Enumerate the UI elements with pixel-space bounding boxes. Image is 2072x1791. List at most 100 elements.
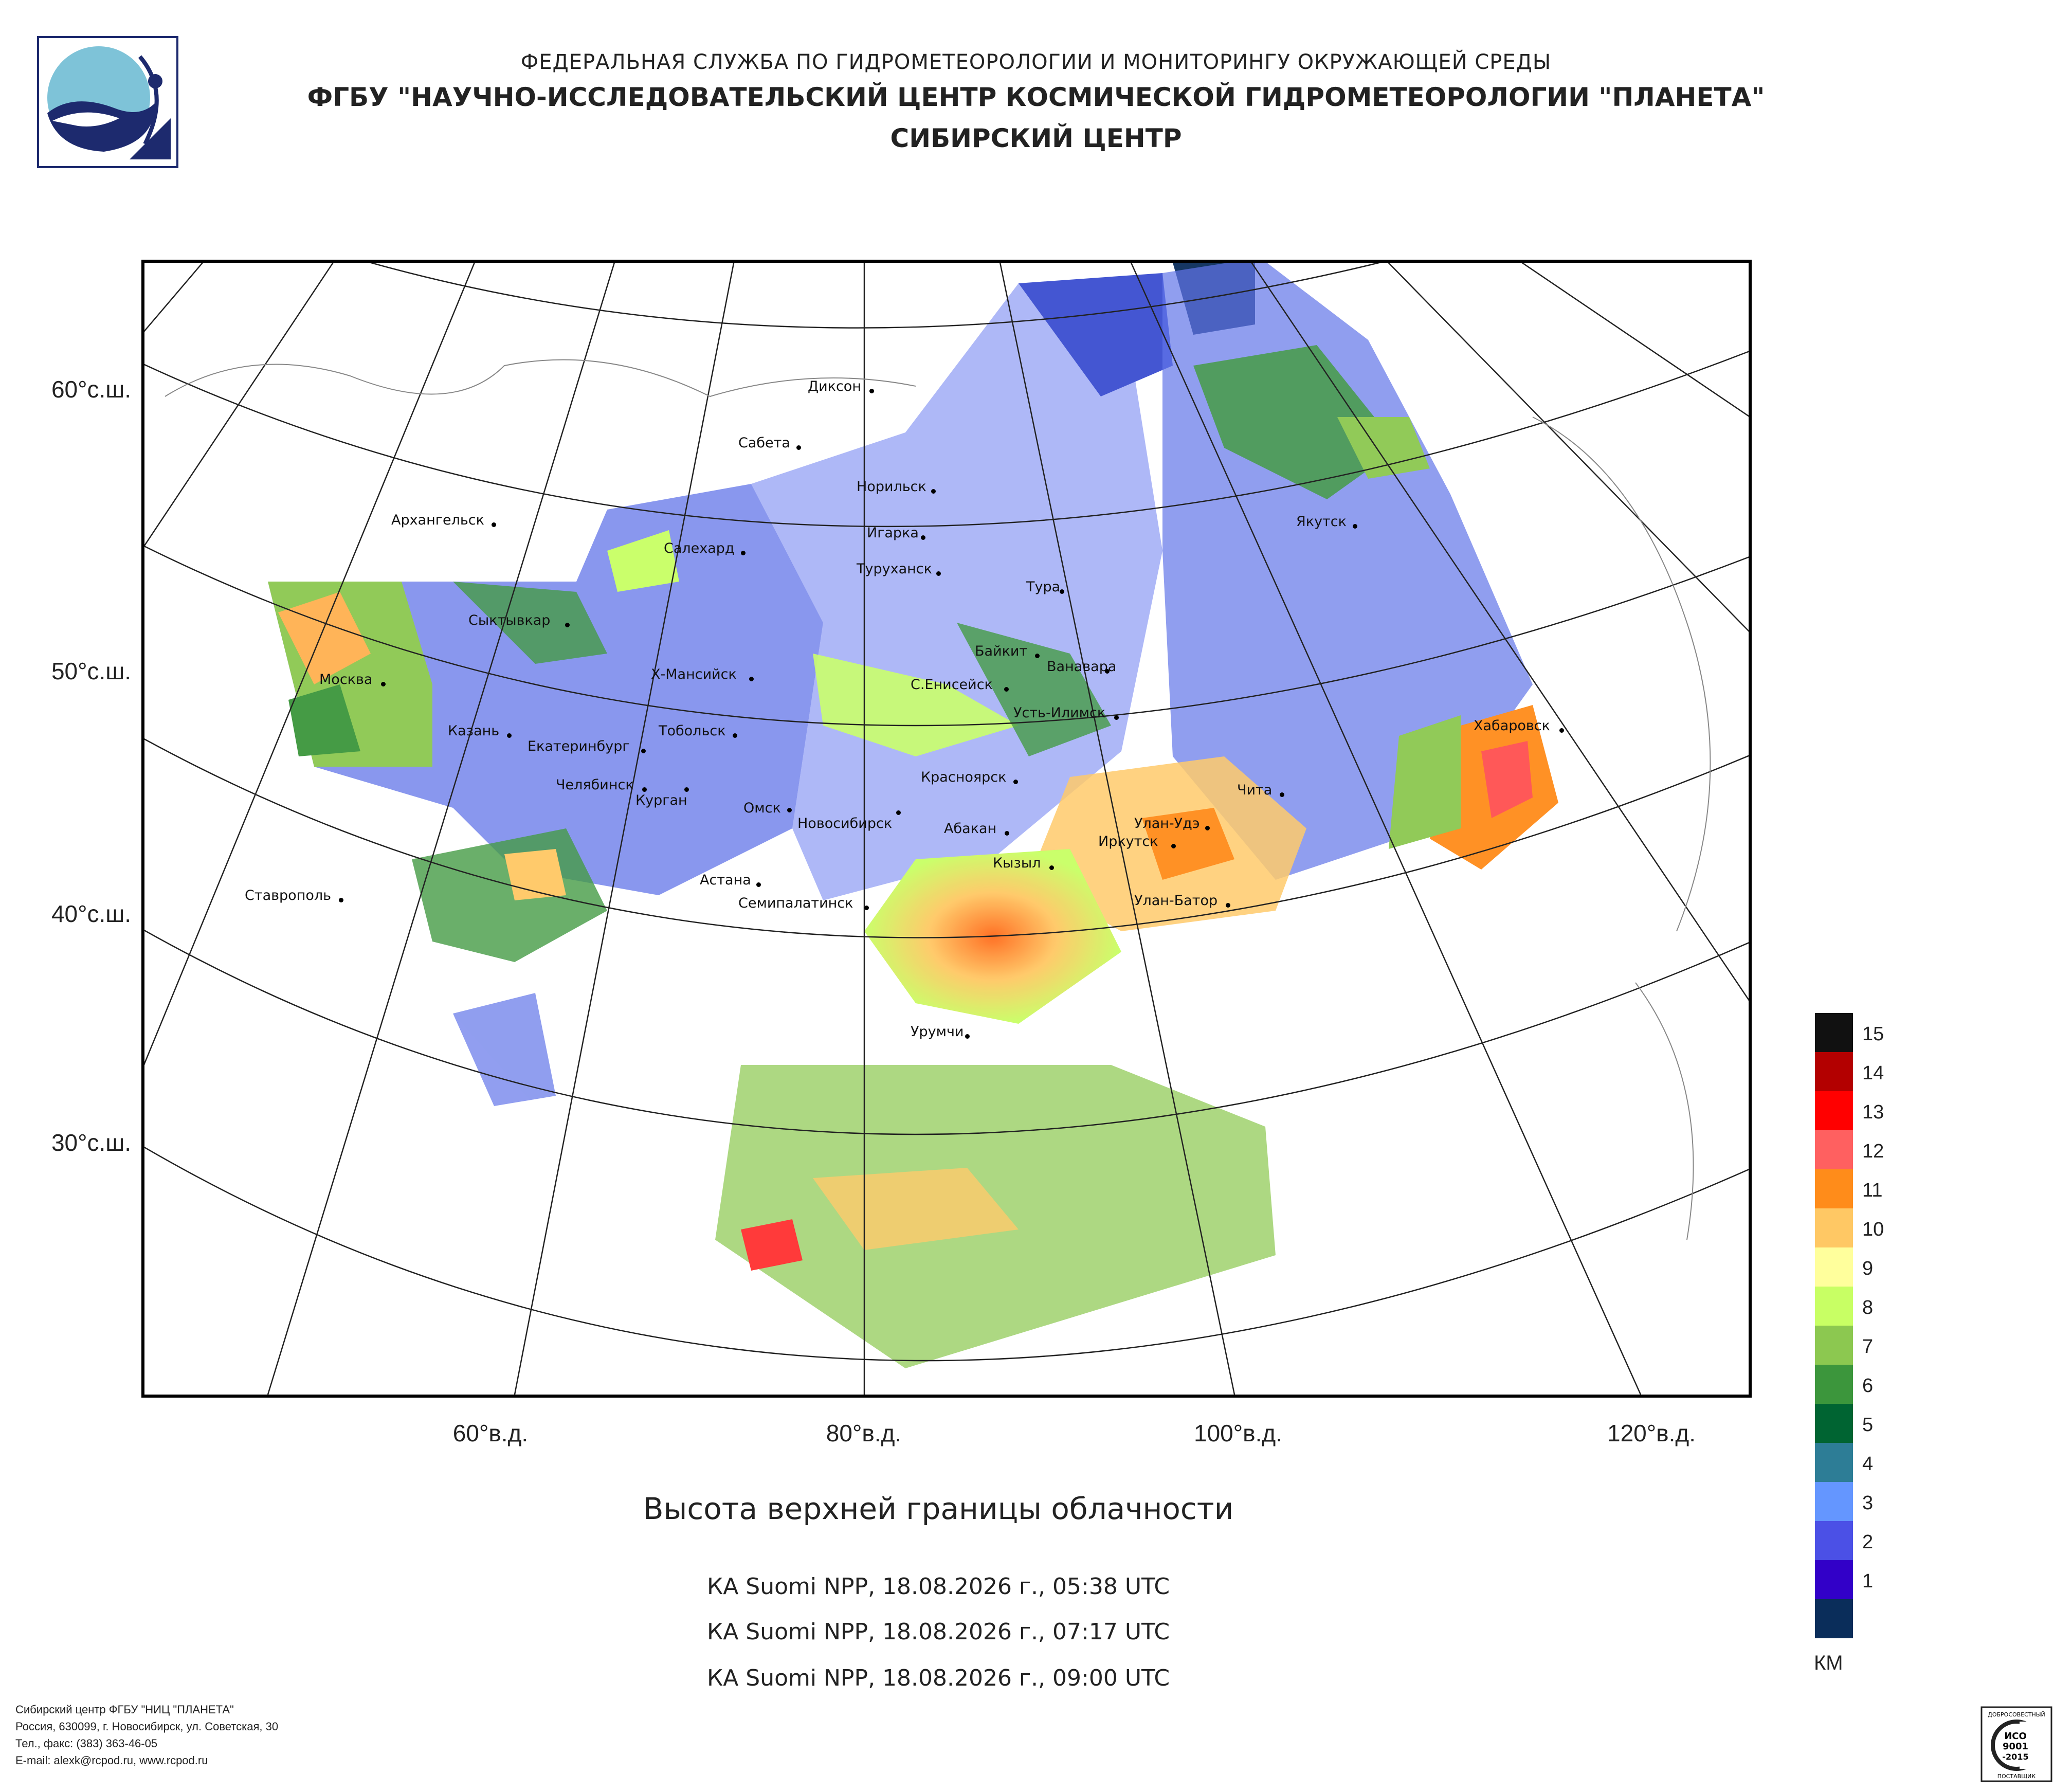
cert-top: ДОБРОСОВЕСТНЫЙ — [1988, 1711, 2045, 1718]
footer-line: Тел., факс: (383) 363-46-05 — [15, 1737, 158, 1750]
legend-value: 7 — [1862, 1336, 1874, 1358]
city-label: Ставрополь — [245, 888, 332, 903]
city-dot — [1353, 524, 1357, 529]
legend-swatch — [1815, 1560, 1853, 1599]
city-label: Якутск — [1296, 514, 1347, 530]
city-label: Красноярск — [921, 769, 1007, 785]
city-label: Челябинск — [556, 777, 634, 793]
satellite-swath — [268, 263, 1558, 1368]
city-label: Курган — [635, 792, 687, 808]
city-label: Улан-Удэ — [1134, 816, 1200, 831]
city-dot — [1114, 715, 1119, 720]
city-label: Усть-Илимск — [1013, 705, 1106, 721]
cert-year: -2015 — [2002, 1752, 2028, 1762]
lon-label-60: 60°в.д. — [452, 1420, 529, 1446]
city-label: Туруханск — [857, 561, 932, 577]
city-dot — [896, 810, 901, 815]
legend-value: 5 — [1862, 1414, 1874, 1436]
footer-line: Россия, 630099, г. Новосибирск, ул. Сове… — [15, 1720, 279, 1733]
legend-swatch — [1815, 1599, 1853, 1638]
footer-line: Сибирский центр ФГБУ "НИЦ "ПЛАНЕТА" — [15, 1703, 234, 1716]
planeta-logo — [37, 36, 178, 168]
city-dot — [1171, 844, 1176, 848]
lat-label-40: 40°с.ш. — [51, 900, 131, 927]
city-dot — [796, 445, 801, 450]
city-dot — [1205, 826, 1210, 830]
city-label: Улан-Батор — [1134, 893, 1218, 909]
pass-info: КА Suomi NPP, 18.08.2026 г., 07:17 UTC — [706, 1619, 1170, 1645]
city-label: Омск — [743, 800, 781, 816]
product-title: Высота верхней границы облачности — [643, 1491, 1234, 1526]
city-label: Москва — [319, 672, 373, 688]
legend-value: 14 — [1862, 1062, 1884, 1084]
city-label: Тобольск — [659, 723, 726, 739]
legend-value: 10 — [1862, 1219, 1884, 1240]
legend-value: 8 — [1862, 1297, 1874, 1318]
city-label: Норильск — [857, 479, 926, 495]
city-label: Семипалатинск — [738, 895, 853, 911]
city-dot — [1013, 780, 1018, 784]
cert-bottom: ПОСТАВЩИК — [1997, 1773, 2036, 1780]
legend-swatch — [1815, 1052, 1853, 1091]
cert-num: 9001 — [2003, 1741, 2028, 1752]
city-dot — [921, 535, 925, 540]
pass-info: КА Suomi NPP, 18.08.2026 г., 09:00 UTC — [706, 1665, 1170, 1691]
legend-value: 2 — [1862, 1531, 1874, 1553]
legend-swatch — [1815, 1326, 1853, 1365]
lat-label-30: 30°с.ш. — [51, 1129, 131, 1156]
city-dot — [756, 882, 761, 887]
city-label: Тура — [1026, 579, 1061, 595]
city-label: Сабета — [738, 435, 790, 451]
pass-info: КА Suomi NPP, 18.08.2026 г., 05:38 UTC — [706, 1573, 1170, 1600]
cert-iso: ИСО — [2004, 1731, 2027, 1742]
city-dot — [741, 551, 746, 555]
city-label: Х-Мансийск — [651, 666, 737, 682]
city-dot — [1060, 589, 1064, 594]
cloud-top-height-map: Диксон Сабета Норильск Архангельск Салех… — [141, 260, 1752, 1398]
city-label: Салехард — [664, 540, 735, 556]
legend-swatch — [1815, 1013, 1853, 1052]
header-center: СИБИРСКИЙ ЦЕНТР — [890, 123, 1182, 153]
legend-value: 11 — [1862, 1180, 1883, 1201]
legend-value: 15 — [1862, 1023, 1884, 1045]
legend-value: 9 — [1862, 1258, 1874, 1279]
city-dot — [869, 389, 874, 393]
city-label: Казань — [448, 723, 500, 739]
map-svg — [144, 263, 1749, 1395]
city-label: Астана — [700, 872, 751, 888]
city-dot — [565, 623, 570, 627]
lat-label-60: 60°с.ш. — [51, 376, 131, 403]
legend-swatch — [1815, 1169, 1853, 1208]
legend-swatch — [1815, 1365, 1853, 1404]
city-label: Диксон — [808, 378, 861, 394]
city-dot — [1049, 865, 1054, 870]
legend-value: 6 — [1862, 1375, 1874, 1397]
city-dot — [864, 906, 869, 910]
city-dot — [642, 787, 647, 792]
legend-swatch — [1815, 1404, 1853, 1443]
city-label: Иркутск — [1098, 834, 1158, 849]
city-label: Абакан — [944, 821, 997, 837]
lon-label-100: 100°в.д. — [1194, 1420, 1282, 1446]
city-dot — [507, 733, 512, 738]
legend-swatch — [1815, 1287, 1853, 1326]
legend-swatch — [1815, 1247, 1853, 1287]
city-label: Игарка — [867, 525, 919, 541]
city-dot — [641, 749, 646, 753]
city-dot — [1035, 654, 1040, 658]
city-label: Архангельск — [391, 512, 484, 528]
city-label: Чита — [1237, 782, 1273, 798]
city-dot — [749, 677, 754, 681]
legend-swatch — [1815, 1208, 1853, 1247]
lat-label-50: 50°с.ш. — [51, 658, 131, 684]
city-dot — [339, 898, 343, 902]
city-label: Екатеринбург — [528, 738, 630, 754]
city-dot — [1105, 669, 1110, 674]
city-dot — [1004, 687, 1009, 692]
city-dot — [931, 489, 936, 494]
city-dot — [684, 787, 689, 792]
legend-swatch — [1815, 1443, 1853, 1482]
city-dot — [733, 733, 737, 738]
lon-label-80: 80°в.д. — [826, 1420, 902, 1446]
city-dot — [1559, 728, 1564, 733]
